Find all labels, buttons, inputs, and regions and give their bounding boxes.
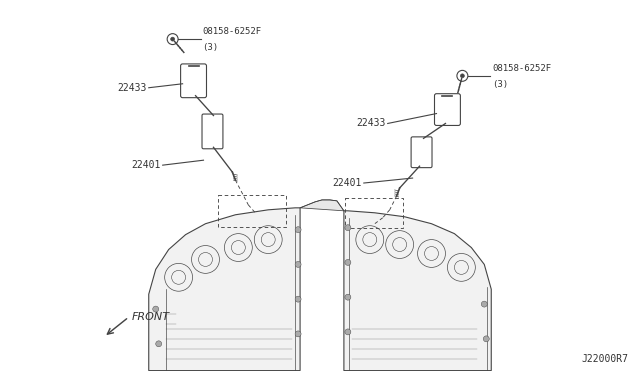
- Circle shape: [345, 225, 351, 231]
- Circle shape: [345, 259, 351, 265]
- Text: FRONT: FRONT: [132, 312, 170, 322]
- Circle shape: [295, 227, 301, 232]
- Circle shape: [345, 329, 351, 335]
- Polygon shape: [148, 208, 300, 371]
- Circle shape: [483, 336, 489, 342]
- Text: 22401: 22401: [131, 160, 161, 170]
- Circle shape: [481, 301, 487, 307]
- Circle shape: [460, 74, 465, 78]
- Text: 22401: 22401: [332, 178, 362, 188]
- Bar: [345, 198, 403, 228]
- Circle shape: [153, 306, 159, 312]
- FancyBboxPatch shape: [411, 137, 432, 168]
- Circle shape: [171, 37, 175, 41]
- Circle shape: [295, 262, 301, 267]
- Text: J22000R7: J22000R7: [582, 354, 628, 364]
- Text: 22433: 22433: [117, 83, 147, 93]
- Circle shape: [345, 294, 351, 300]
- Circle shape: [295, 296, 301, 302]
- Text: (3): (3): [492, 80, 508, 89]
- FancyBboxPatch shape: [435, 94, 460, 125]
- Bar: [218, 195, 286, 227]
- Text: 08158-6252F: 08158-6252F: [202, 27, 262, 36]
- Text: 08158-6252F: 08158-6252F: [492, 64, 552, 73]
- FancyBboxPatch shape: [180, 64, 207, 98]
- Circle shape: [156, 341, 162, 347]
- FancyBboxPatch shape: [202, 114, 223, 149]
- Text: (3): (3): [202, 43, 219, 52]
- Circle shape: [295, 331, 301, 337]
- Polygon shape: [300, 200, 344, 211]
- Text: 22433: 22433: [356, 118, 386, 128]
- Polygon shape: [344, 211, 492, 371]
